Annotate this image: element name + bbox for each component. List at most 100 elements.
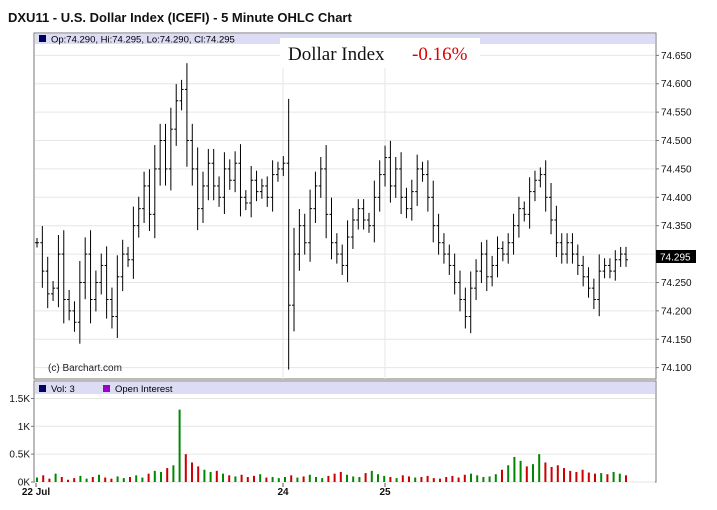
time-tick-label: 24 — [277, 487, 289, 498]
volume-plot-frame — [33, 380, 657, 483]
volume-bar — [494, 474, 497, 482]
overlay-label: Dollar Index — [288, 44, 385, 65]
ohlc-bar — [559, 233, 564, 264]
price-axis: 74.650 74.600 74.550 74.500 74.450 74.400 74.3… — [656, 51, 692, 374]
ohlc-bar — [179, 79, 184, 111]
volume-bar — [395, 478, 398, 482]
volume-bar — [42, 475, 45, 482]
volume-bar — [525, 466, 528, 482]
ohlc-bar — [51, 280, 56, 301]
ohlc-bar — [366, 212, 371, 233]
volume-bar — [569, 470, 572, 482]
ohlc-bar — [356, 199, 361, 230]
ohlc-bar — [468, 271, 473, 334]
volume-bar — [172, 465, 175, 482]
price-tick-label: 74.100 — [661, 363, 692, 374]
volume-bar — [532, 464, 534, 482]
price-tick-label: 74.350 — [661, 221, 692, 232]
volume-bar — [184, 454, 187, 482]
volume-bar — [333, 473, 336, 482]
ohlc-bar — [270, 160, 275, 212]
ohlc-bar — [334, 233, 339, 264]
ohlc-bar — [624, 246, 628, 267]
ohlc-bar — [420, 161, 425, 182]
ohlc-bar — [549, 182, 554, 235]
credit-text: (c) Barchart.com — [48, 363, 122, 374]
ohlc-bar — [83, 237, 88, 300]
ohlc-bar — [259, 178, 264, 199]
ohlc-bar — [340, 244, 345, 275]
ohlc-bar — [227, 159, 232, 190]
ohlc-bar — [45, 256, 50, 309]
ohlc-bar — [233, 151, 238, 193]
volume-bar — [401, 475, 404, 482]
ohlc-bar — [286, 98, 291, 370]
price-plot-frame — [33, 32, 657, 380]
ohlc-bar — [72, 301, 77, 332]
last-price-label: 74.295 — [660, 253, 691, 264]
ohlc-bar — [458, 270, 463, 312]
volume-bar — [408, 476, 410, 482]
ohlc-bar — [511, 213, 516, 255]
ohlc-bar — [324, 145, 329, 239]
volume-bar — [67, 479, 69, 482]
ohlc-legend: Op:74.290, Hi:74.295, Lo:74.290, Cl:74.2… — [51, 35, 235, 46]
volume-bar — [451, 475, 454, 482]
volume-bar — [321, 478, 324, 482]
overlay-box — [280, 38, 480, 68]
ohlc-bar — [516, 196, 521, 238]
ohlc-bar — [67, 289, 72, 321]
volume-bar — [482, 476, 485, 482]
volume-bar — [315, 476, 317, 482]
ohlc-bar — [163, 123, 168, 186]
volume-bar — [277, 478, 280, 482]
volume-bar — [197, 466, 200, 482]
volume-bar — [60, 476, 63, 482]
ohlc-bar — [77, 261, 82, 344]
volume-panel: 1.5K 1K 0.5K 0K Vol: 3 Open Interest — [9, 380, 657, 489]
ohlc-bar — [313, 171, 318, 223]
ohlc-bar — [570, 233, 575, 264]
ohlc-bar — [243, 190, 248, 211]
volume-bar — [284, 476, 286, 482]
ohlc-bar — [425, 160, 430, 212]
ohlc-bar — [345, 220, 350, 283]
volume-bar — [432, 478, 435, 482]
volume-bar — [246, 476, 249, 482]
ohlc-bar — [431, 180, 436, 243]
volume-bar — [538, 454, 541, 482]
ohlc-bar — [538, 167, 543, 188]
volume-bar — [104, 477, 107, 482]
ohlc-bar — [399, 152, 404, 214]
volume-bar — [370, 470, 373, 482]
volume-bar — [240, 474, 243, 482]
volume-bar — [147, 473, 150, 482]
volume-bar — [122, 478, 125, 482]
ohlc-bar — [88, 230, 93, 324]
volume-bar — [116, 476, 119, 482]
oi-legend-swatch — [103, 385, 110, 392]
ohlc-bar — [441, 233, 446, 264]
volume-bar — [389, 476, 392, 482]
volume-bar — [209, 471, 212, 482]
volume-bar — [215, 470, 218, 482]
volume-bar — [141, 477, 144, 482]
volume-bar — [265, 477, 268, 482]
ohlc-bar — [147, 169, 152, 232]
volume-bar — [222, 473, 224, 482]
volume-bar — [575, 471, 578, 482]
volume-bar — [364, 473, 367, 482]
ohlc-bar — [586, 267, 591, 298]
volume-bar — [296, 477, 299, 482]
ohlc-bar — [222, 152, 227, 214]
volume-bar — [79, 475, 82, 482]
ohlc-bar — [142, 171, 147, 223]
price-bars — [35, 63, 628, 370]
ohlc-bar — [318, 156, 323, 198]
ohlc-bar — [254, 170, 259, 202]
chart-title: DXU11 - U.S. Dollar Index (ICEFI) - 5 Mi… — [8, 10, 352, 25]
price-panel: 74.650 74.600 74.550 74.500 74.450 74.400 74.3… — [33, 32, 696, 482]
ohlc-bar — [109, 287, 114, 329]
volume-tick-label: 0.5K — [9, 450, 30, 461]
